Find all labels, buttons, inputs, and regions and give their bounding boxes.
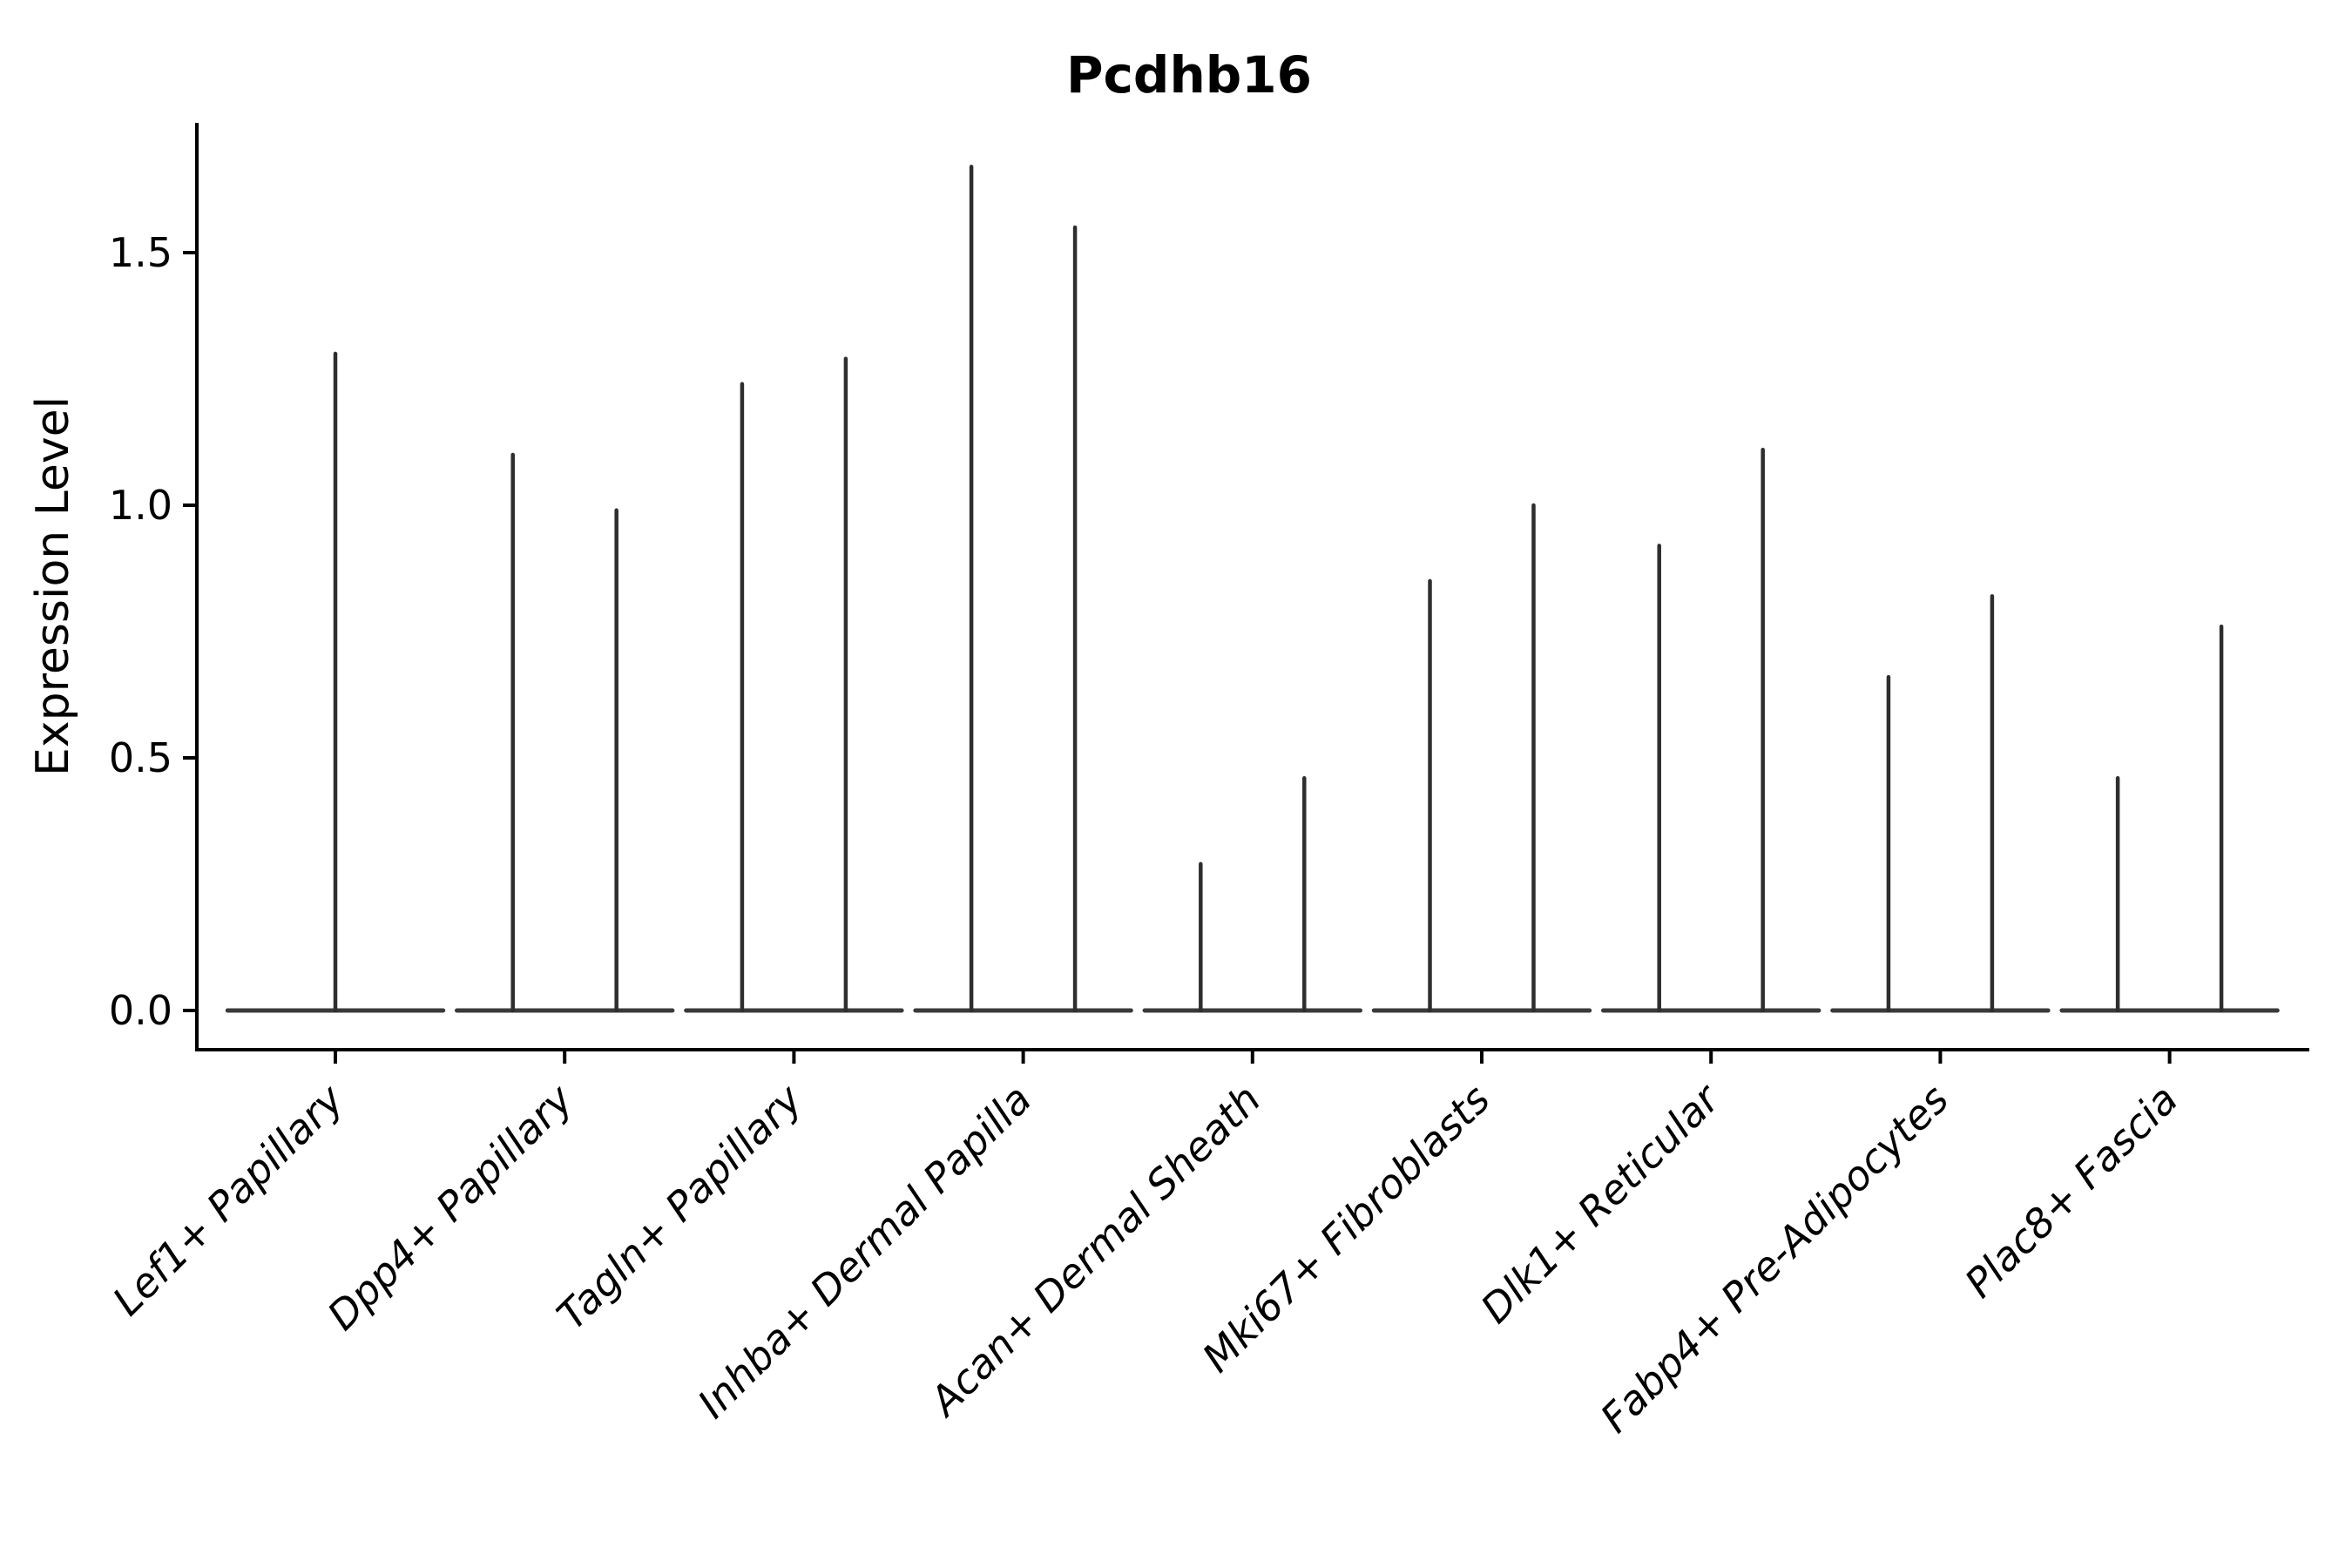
x-tick-label: Tagln+ Papillary	[548, 1075, 812, 1339]
y-ticks-layer: 0.0 0.5 1.0 1.5	[109, 229, 197, 1034]
chart-title: Pcdhb16	[1066, 45, 1312, 105]
axes-layer	[195, 123, 2309, 1051]
y-tick-label: 0.5	[109, 734, 172, 781]
violins-layer	[225, 165, 2280, 1013]
x-tick-label: Dlk1+ Reticular	[1471, 1073, 1730, 1332]
x-tick-label: Plac8+ Fascia	[1956, 1076, 2186, 1307]
x-tick-label: Lef1+ Papillary	[104, 1075, 353, 1324]
y-axis-label: Expression Level	[27, 396, 79, 776]
y-tick-label: 0.0	[109, 987, 172, 1034]
y-tick-label: 1.5	[109, 229, 172, 276]
x-tick-label: Dpp4+ Papillary	[318, 1075, 582, 1339]
axis-spines	[195, 123, 2309, 1051]
y-tick-label: 1.0	[109, 482, 172, 529]
